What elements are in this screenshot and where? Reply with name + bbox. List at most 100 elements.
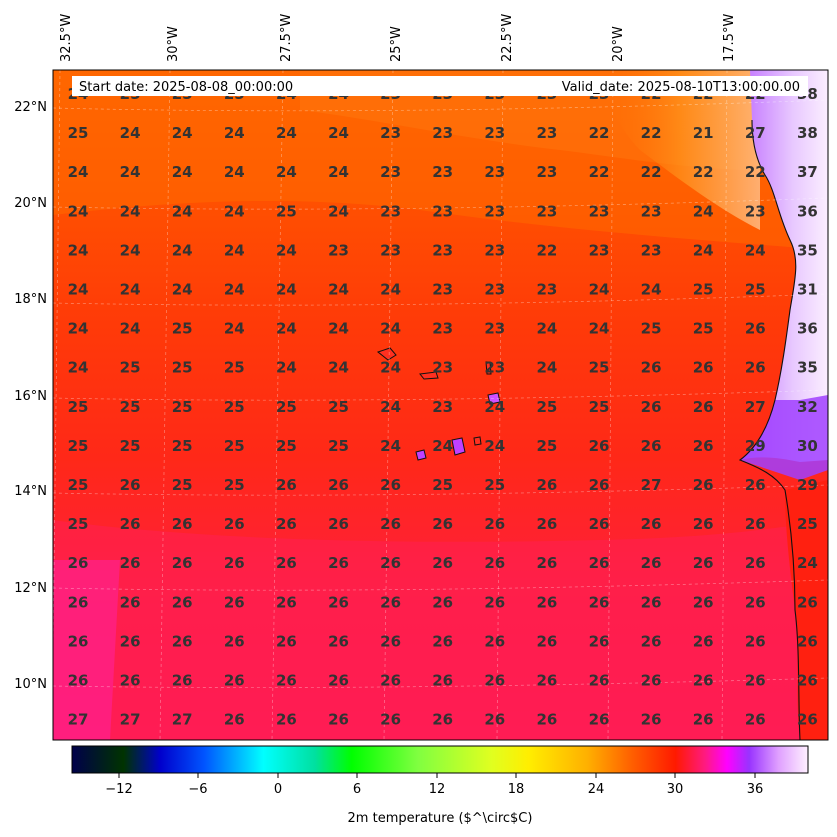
- temperature-value-label: 26: [276, 711, 297, 729]
- temperature-value-label: 26: [276, 672, 297, 690]
- temperature-value-label: 38: [797, 124, 818, 142]
- temperature-value-label: 37: [797, 163, 818, 181]
- temperature-value-label: 26: [380, 593, 401, 611]
- temperature-value-label: 26: [432, 711, 453, 729]
- lon-label: 30°W: [166, 26, 181, 62]
- temperature-value-label: 26: [224, 554, 245, 572]
- temperature-value-label: 26: [745, 711, 766, 729]
- temperature-value-label: 25: [797, 515, 818, 533]
- temperature-value-label: 24: [68, 281, 89, 299]
- temperature-value-label: 26: [328, 515, 349, 533]
- temperature-value-label: 26: [380, 711, 401, 729]
- temperature-value-label: 24: [328, 281, 349, 299]
- temperature-value-label: 26: [276, 554, 297, 572]
- temperature-value-label: 26: [432, 593, 453, 611]
- temperature-value-label: 24: [172, 124, 193, 142]
- temperature-value-label: 22: [589, 124, 610, 142]
- temperature-value-label: 26: [589, 672, 610, 690]
- temperature-value-label: 24: [328, 163, 349, 181]
- temperature-value-label: 36: [797, 320, 818, 338]
- temperature-value-label: 23: [589, 241, 610, 259]
- temperature-value-label: 26: [589, 711, 610, 729]
- temperature-value-label: 25: [68, 398, 89, 416]
- temperature-value-label: 25: [68, 124, 89, 142]
- temperature-value-label: 26: [172, 554, 193, 572]
- temperature-value-label: 26: [641, 711, 662, 729]
- temperature-value-label: 25: [693, 281, 714, 299]
- temperature-value-label: 27: [745, 398, 766, 416]
- temperature-value-label: 22: [641, 163, 662, 181]
- latitude-labels: 22°N 20°N 18°N 16°N 14°N 12°N 10°N: [14, 100, 47, 692]
- temperature-value-label: 24: [276, 281, 297, 299]
- temperature-value-label: 23: [380, 241, 401, 259]
- temperature-value-label: 23: [484, 320, 505, 338]
- temperature-value-label: 26: [641, 515, 662, 533]
- temperature-value-label: 24: [276, 359, 297, 377]
- colorbar: [71, 745, 809, 774]
- temperature-value-label: 26: [589, 593, 610, 611]
- lat-label: 10°N: [14, 677, 47, 692]
- temperature-value-label: 23: [380, 202, 401, 220]
- temperature-value-label: 26: [484, 515, 505, 533]
- temperature-value-label: 26: [745, 515, 766, 533]
- temperature-value-label: 25: [172, 359, 193, 377]
- temperature-value-label: 26: [589, 632, 610, 650]
- temperature-value-label: 23: [432, 163, 453, 181]
- temperature-value-label: 26: [380, 515, 401, 533]
- longitude-labels: 32.5°W 30°W 27.5°W 25°W 22.5°W 20°W 17.5…: [59, 14, 737, 62]
- temperature-value-label: 26: [328, 476, 349, 494]
- temperature-value-label: 24: [120, 281, 141, 299]
- start-date-label: Start date: 2025-08-08_00:00:00: [79, 80, 293, 95]
- temperature-value-label: 23: [536, 281, 557, 299]
- temperature-value-label: 26: [641, 593, 662, 611]
- temperature-value-label: 23: [328, 241, 349, 259]
- temperature-value-label: 26: [432, 672, 453, 690]
- temperature-value-label: 23: [432, 241, 453, 259]
- temperature-value-label: 23: [745, 202, 766, 220]
- temperature-value-label: 24: [589, 320, 610, 338]
- temperature-value-label: 25: [224, 398, 245, 416]
- temperature-value-label: 26: [172, 672, 193, 690]
- temperature-value-label: 26: [745, 593, 766, 611]
- temperature-value-label: 26: [484, 593, 505, 611]
- temperature-value-label: 26: [432, 515, 453, 533]
- temperature-value-label: 26: [536, 672, 557, 690]
- colorbar-tick-label: 18: [508, 782, 525, 797]
- temperature-value-label: 26: [172, 515, 193, 533]
- temperature-value-label: 25: [172, 476, 193, 494]
- temperature-value-label: 26: [328, 711, 349, 729]
- temperature-value-label: 26: [693, 476, 714, 494]
- temperature-value-label: 26: [68, 672, 89, 690]
- temperature-value-label: 26: [693, 554, 714, 572]
- temperature-value-label: 27: [120, 711, 141, 729]
- temperature-value-label: 26: [641, 672, 662, 690]
- temperature-value-label: 23: [641, 241, 662, 259]
- temperature-value-label: 26: [224, 672, 245, 690]
- temperature-value-label: 26: [536, 515, 557, 533]
- temperature-value-label: 24: [380, 437, 401, 455]
- temperature-value-label: 24: [276, 241, 297, 259]
- temperature-value-label: 25: [589, 359, 610, 377]
- lat-label: 14°N: [14, 484, 47, 499]
- temperature-value-label: 26: [693, 398, 714, 416]
- colorbar-tick-label: 24: [588, 782, 605, 797]
- colorbar-ticks: [118, 773, 756, 778]
- temperature-value-label: 25: [120, 359, 141, 377]
- temperature-value-label: 24: [172, 241, 193, 259]
- temperature-value-label: 26: [745, 632, 766, 650]
- temperature-value-label: 23: [484, 124, 505, 142]
- lon-label: 25°W: [389, 26, 404, 62]
- temperature-value-label: 25: [68, 515, 89, 533]
- temperature-value-label: 25: [276, 437, 297, 455]
- temperature-value-label: 25: [328, 398, 349, 416]
- temperature-value-label: 26: [380, 554, 401, 572]
- temperature-value-label: 26: [797, 672, 818, 690]
- temperature-value-label: 26: [328, 672, 349, 690]
- temperature-value-label: 26: [328, 632, 349, 650]
- temperature-value-label: 22: [589, 163, 610, 181]
- temperature-value-label: 26: [432, 632, 453, 650]
- temperature-value-label: 24: [276, 320, 297, 338]
- temperature-value-label: 23: [380, 124, 401, 142]
- lon-label: 32.5°W: [59, 14, 74, 62]
